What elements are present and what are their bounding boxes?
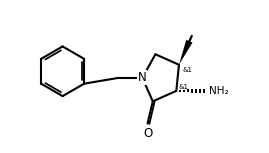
- Text: NH₂: NH₂: [209, 86, 229, 96]
- Text: O: O: [143, 127, 152, 140]
- Polygon shape: [179, 40, 193, 65]
- Text: &1: &1: [179, 84, 189, 90]
- Text: &1: &1: [182, 67, 192, 73]
- Text: N: N: [137, 71, 146, 84]
